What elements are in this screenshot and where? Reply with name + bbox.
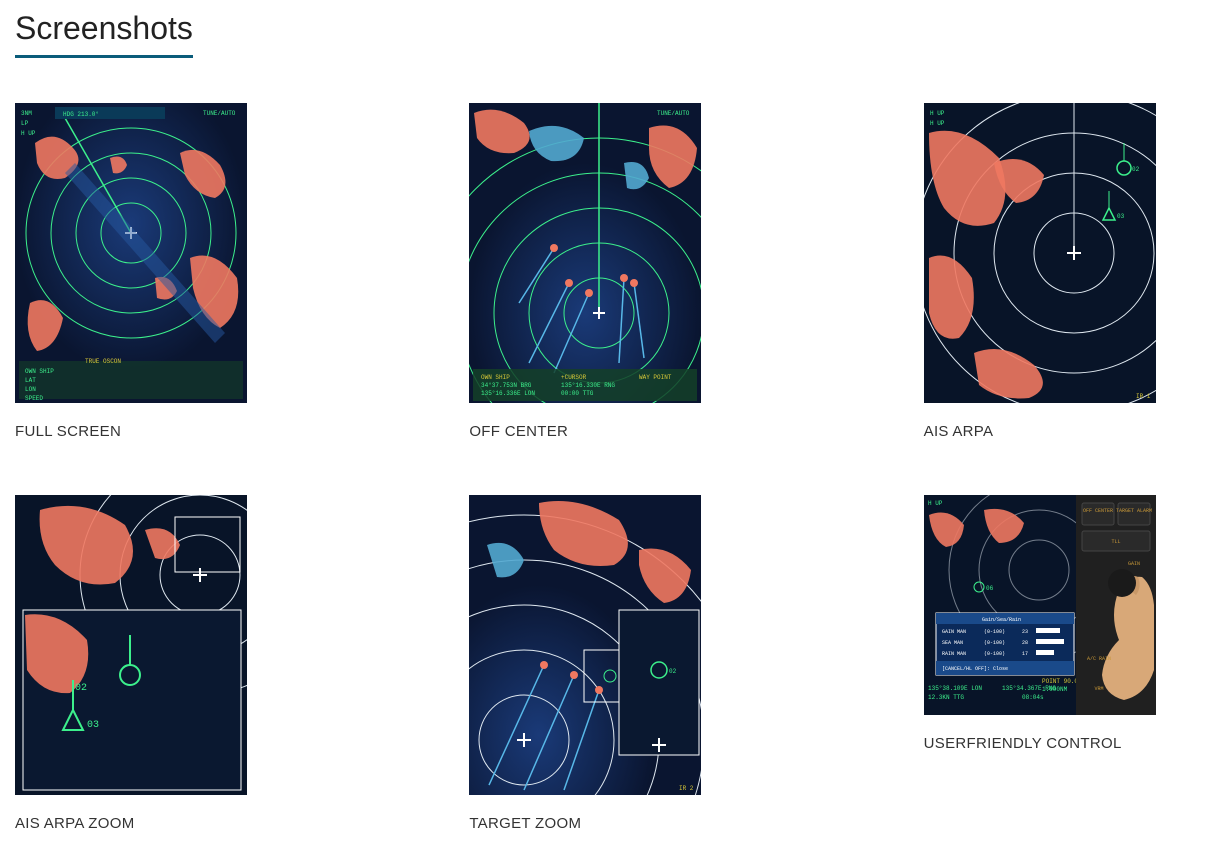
section-title: Screenshots (15, 10, 193, 58)
screenshot-thumb-full-screen[interactable]: 3NM LP H UP HDG 213.0° TUNE/AUTO TRUE OS… (15, 103, 247, 403)
screenshot-thumb-target-zoom[interactable]: 02 02 IR 2 (469, 495, 701, 795)
svg-text:+CURSOR: +CURSOR (561, 374, 587, 381)
svg-text:06: 06 (986, 585, 994, 592)
screenshot-caption: TARGET ZOOM (469, 815, 701, 832)
screenshot-caption: USERFRIENDLY CONTROL (924, 735, 1156, 752)
screenshot-card-full-screen: 3NM LP H UP HDG 213.0° TUNE/AUTO TRUE OS… (15, 103, 247, 440)
svg-text:POINT 90.0: POINT 90.0 (1042, 678, 1078, 685)
screenshot-card-userfriendly: 06 H UP Gain/Sea/Rain GAIN MAN (0-100) 2… (924, 495, 1156, 832)
svg-text:LON: LON (25, 386, 36, 393)
svg-text:IR 2: IR 2 (679, 785, 694, 792)
svg-text:135°16.330E RNG: 135°16.330E RNG (561, 382, 615, 389)
screenshot-caption: FULL SCREEN (15, 423, 247, 440)
svg-text:A/C RAIN: A/C RAIN (1087, 656, 1111, 662)
svg-text:08:04s: 08:04s (1022, 694, 1044, 701)
svg-text:02: 02 (669, 668, 677, 675)
svg-text:OWN SHIP: OWN SHIP (481, 374, 510, 381)
svg-text:OWN SHIP: OWN SHIP (25, 368, 54, 375)
screenshot-card-ais-arpa: 02 03 H UP H UP IR 1 AIS ARPA (924, 103, 1156, 440)
screenshot-thumb-ais-arpa[interactable]: 02 03 H UP H UP IR 1 (924, 103, 1156, 403)
svg-text:02: 02 (75, 683, 87, 694)
svg-text:28: 28 (1022, 640, 1028, 646)
svg-text:SEA MAN: SEA MAN (942, 640, 963, 646)
svg-text:HDG 213.0°: HDG 213.0° (63, 111, 99, 118)
svg-text:WAY POINT: WAY POINT (639, 374, 672, 381)
svg-text:GAIN MAN: GAIN MAN (942, 629, 966, 635)
svg-text:OFF CENTER: OFF CENTER (1083, 508, 1113, 514)
svg-text:Gain/Sea/Rain: Gain/Sea/Rain (982, 617, 1021, 623)
svg-text:[CANCEL/HL OFF]: Close: [CANCEL/HL OFF]: Close (942, 666, 1008, 672)
svg-text:SPEED: SPEED (25, 395, 43, 402)
svg-text:00:00 TTG: 00:00 TTG (561, 390, 594, 397)
svg-text:LAT: LAT (25, 377, 36, 384)
screenshot-caption: OFF CENTER (469, 423, 701, 440)
svg-text:TLL: TLL (1111, 539, 1120, 545)
svg-text:TARGET ALARM: TARGET ALARM (1116, 508, 1152, 514)
svg-text:1.000NM: 1.000NM (1042, 686, 1068, 693)
svg-text:IR 1: IR 1 (1136, 393, 1151, 400)
svg-text:3NM: 3NM (21, 110, 32, 117)
screenshot-card-target-zoom: 02 02 IR 2 TARGET ZOOM (469, 495, 701, 832)
svg-text:17: 17 (1022, 651, 1028, 657)
svg-text:02: 02 (1132, 166, 1140, 173)
svg-text:RAIN MAN: RAIN MAN (942, 651, 966, 657)
screenshot-card-off-center: TUNE/AUTO OWN SHIP +CURSOR WAY POINT 34°… (469, 103, 701, 440)
svg-text:(0-100): (0-100) (984, 640, 1005, 646)
svg-text:34°37.753N BRG: 34°37.753N BRG (481, 382, 532, 389)
svg-text:135°16.336E LON: 135°16.336E LON (481, 390, 535, 397)
svg-text:03: 03 (1117, 213, 1125, 220)
svg-text:135°38.109E LON: 135°38.109E LON (928, 685, 982, 692)
svg-text:H UP: H UP (930, 120, 945, 127)
screenshot-thumb-ais-arpa-zoom[interactable]: 02 03 (15, 495, 247, 795)
svg-text:(0-100): (0-100) (984, 629, 1005, 635)
svg-text:H UP: H UP (930, 110, 945, 117)
screenshot-caption: AIS ARPA (924, 423, 1156, 440)
svg-text:(0-100): (0-100) (984, 651, 1005, 657)
svg-text:TRUE OSCON: TRUE OSCON (85, 358, 121, 365)
screenshot-thumb-userfriendly[interactable]: 06 H UP Gain/Sea/Rain GAIN MAN (0-100) 2… (924, 495, 1156, 715)
svg-text:GAIN: GAIN (1128, 561, 1140, 567)
screenshots-grid: 3NM LP H UP HDG 213.0° TUNE/AUTO TRUE OS… (15, 103, 1208, 832)
svg-text:TUNE/AUTO: TUNE/AUTO (657, 110, 690, 117)
svg-text:H UP: H UP (928, 500, 943, 507)
svg-text:VRM: VRM (1094, 686, 1103, 692)
svg-text:TUNE/AUTO: TUNE/AUTO (203, 110, 236, 117)
svg-text:LP: LP (21, 120, 29, 127)
svg-text:12.3KN TTG: 12.3KN TTG (928, 694, 964, 701)
screenshot-caption: AIS ARPA ZOOM (15, 815, 247, 832)
svg-text:03: 03 (87, 720, 99, 731)
screenshot-thumb-off-center[interactable]: TUNE/AUTO OWN SHIP +CURSOR WAY POINT 34°… (469, 103, 701, 403)
svg-text:23: 23 (1022, 629, 1028, 635)
svg-text:H UP: H UP (21, 130, 36, 137)
screenshot-card-ais-arpa-zoom: 02 03 AIS ARPA ZOOM (15, 495, 247, 832)
